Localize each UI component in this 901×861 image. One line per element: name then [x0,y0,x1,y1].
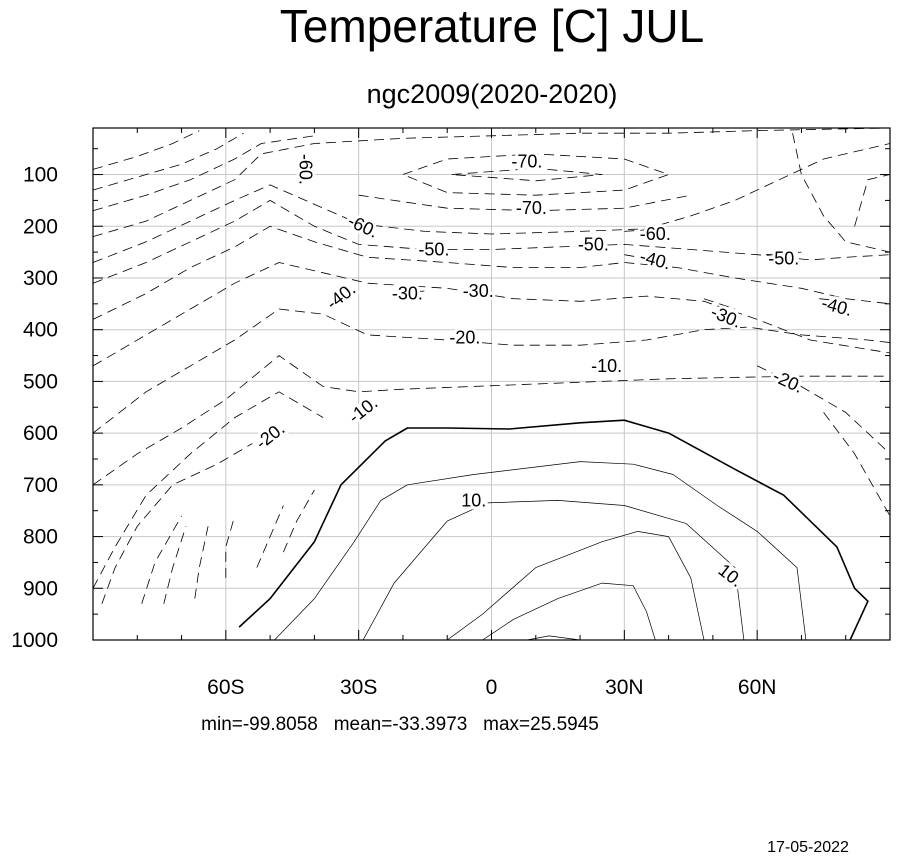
y-tick-label: 400 [23,319,58,342]
contour-line [757,365,891,455]
contour-label: -10. [345,392,382,427]
contour-label: -70. [516,198,547,218]
contour-line [624,228,660,232]
grid-lines [93,128,890,641]
contour-line [225,515,236,578]
contour-line [854,174,891,227]
contour-line [92,391,324,589]
contour-line [92,127,891,237]
contour-label: 10. [461,490,486,510]
x-tick-label: 0 [486,676,498,699]
contour-label: -30. [392,283,423,303]
y-tick-label: 600 [23,422,58,445]
contour-line [765,251,802,256]
contour-label: -40. [819,293,854,320]
y-tick-label: 800 [23,526,58,549]
x-tick-label: 60S [207,676,244,699]
contour-line [92,143,891,263]
stats-line: min=-99.8058 mean=-33.3973 max=25.5945 [201,714,599,735]
y-tick-label: 700 [23,474,58,497]
contour-line [446,531,705,641]
contour-line [451,167,603,182]
contour-lines [92,127,891,641]
contour-label: -20. [449,327,480,347]
contour-label: -30. [463,281,494,301]
contour-label: -20. [770,366,807,397]
contour-line [362,500,745,641]
contour-line [92,135,315,212]
contour-line [482,582,656,641]
contour-line [792,133,891,253]
contour-line [526,635,581,641]
contour-line [819,298,846,302]
y-tick-label: 500 [23,370,58,393]
y-tick-label: 1000 [11,629,58,652]
contour-line [92,130,200,170]
contour-line [238,419,869,641]
contour-label: -50. [418,240,449,260]
contour-line [92,262,891,367]
contour-line [101,443,253,604]
chart-title: Temperature [C] JUL [280,0,704,52]
x-tick-label: 30N [605,676,644,699]
contour-line [141,515,182,604]
contour-label: -60. [640,224,671,244]
contour-line [92,355,890,486]
contour-line [92,199,891,284]
y-tick-label: 100 [23,164,58,187]
contour-line [358,194,691,212]
contour-label: -60. [296,154,316,185]
date-stamp: 17-05-2022 [767,839,849,856]
contour-line [163,526,187,604]
contour-label: -40. [638,246,673,273]
contour-line [402,153,669,196]
y-tick-label: 900 [23,577,58,600]
x-tick-label: 30S [340,676,377,699]
contour-label: -50. [578,234,609,254]
contour-line [398,290,426,294]
contour-line [274,461,807,641]
contour-line [823,412,891,517]
contour-line [580,245,603,248]
contour-label: -60. [345,211,382,242]
y-tick-label: 300 [23,267,58,290]
contour-line [624,254,669,263]
contour-label: -50. [768,248,799,268]
contour-line [256,505,284,568]
contour-line [92,308,891,434]
contour-line [283,489,315,553]
contour-label: -20. [252,418,289,453]
contour-label: 10. [715,560,747,591]
axis-ticks: 60S 30S 0 30N 60N 100 200 300 400 500 600 700 800 900… [11,128,890,699]
chart-subtitle: ngc2009(2020-2020) [367,79,618,109]
contour-line [703,298,736,310]
contour-line [92,132,244,191]
x-tick-label: 60N [738,676,777,699]
y-tick-label: 200 [23,215,58,238]
contour-label: -10. [591,356,622,376]
contour-labels: 10.10.-10.-10.-20.-20.-20.-30.-30.-30.-4… [249,149,858,594]
contour-line [92,225,891,320]
contour-label: -40. [323,279,360,314]
contour-label: -70. [511,152,542,172]
